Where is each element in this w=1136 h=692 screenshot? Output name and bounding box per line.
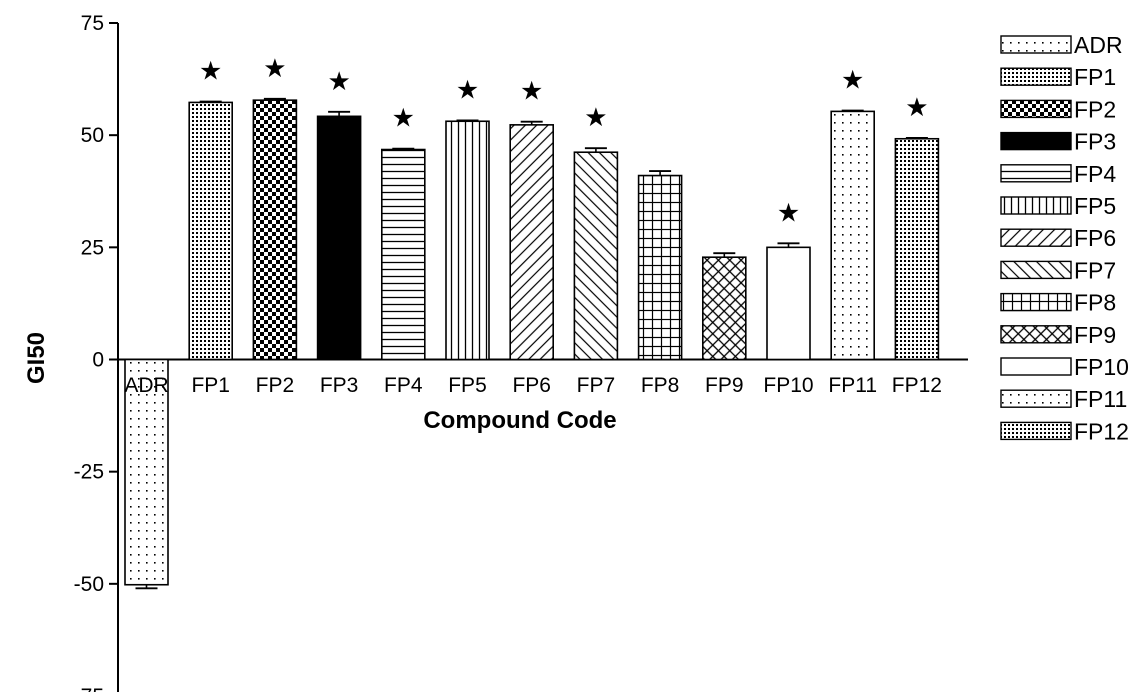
x-tick-label-fp10: FP10	[763, 374, 813, 397]
bar-fp7	[573, 151, 619, 361]
legend-label-fp2: FP2	[1074, 96, 1116, 122]
significance-star: ★	[199, 56, 222, 86]
bar-fp1	[188, 101, 233, 361]
legend-label-fp10: FP10	[1074, 354, 1129, 380]
legend: ADR FP1 FP2 FP3 FP4 FP5 FP6 FP7 FP8 FP9 FP10 FP11 FP…	[1000, 32, 1129, 444]
x-tick-label-fp9: FP9	[705, 374, 744, 397]
bar-fp6	[509, 124, 555, 361]
legend-swatch-fp11	[1000, 389, 1072, 408]
bars: ★ ★ ★ ★ ★ ★ ★ ★ ★ ★	[124, 53, 940, 590]
significance-star: ★	[392, 103, 415, 133]
x-tick-label-fp4: FP4	[384, 374, 423, 397]
legend-swatch-fp6	[1000, 228, 1072, 247]
bar-fp9	[701, 256, 747, 361]
significance-star: ★	[263, 53, 286, 83]
bar-fp4	[380, 148, 426, 361]
bar-fp3	[316, 115, 362, 361]
y-tick-label: 0	[92, 349, 104, 372]
bar-fp8	[637, 174, 683, 361]
bar-adr	[124, 358, 169, 586]
legend-swatch-fp8	[1000, 292, 1072, 312]
legend-label-fp1: FP1	[1074, 64, 1116, 90]
legend-label-fp8: FP8	[1074, 290, 1116, 316]
y-tick-label: 25	[81, 236, 104, 259]
legend-label-fp4: FP4	[1074, 161, 1116, 187]
plot-area: 75 50 25 0 -25 -50 -75 ★ ★ ★ ★ ★ ★ ★ ★ ★ ★ ADR FP1 FP2 FP3…	[74, 12, 968, 692]
significance-star: ★	[841, 64, 864, 94]
x-tick-label-fp11: FP11	[828, 374, 877, 397]
x-tick-labels: ADR FP1 FP2 FP3 FP4 FP5 FP6 FP7 FP8 FP9 FP10 FP11 FP…	[124, 374, 942, 397]
significance-star: ★	[584, 102, 607, 132]
legend-label-fp7: FP7	[1074, 257, 1116, 283]
legend-swatch-fp9	[1000, 325, 1072, 344]
significance-star: ★	[456, 74, 479, 104]
significance-star: ★	[905, 92, 928, 122]
x-tick-label-fp3: FP3	[320, 374, 359, 397]
legend-label-fp5: FP5	[1074, 193, 1116, 219]
legend-swatch-fp12	[1000, 421, 1072, 441]
legend-label-fp12: FP12	[1074, 418, 1129, 444]
x-tick-label-fp5: FP5	[448, 374, 487, 397]
legend-label-fp6: FP6	[1074, 225, 1116, 251]
x-tick-label-fp12: FP12	[892, 374, 942, 397]
x-axis-title: Compound Code	[423, 407, 616, 434]
bar-fp5	[445, 120, 490, 361]
bar-fp2	[252, 99, 298, 361]
legend-swatch-adr	[1000, 35, 1072, 54]
bar-fp11	[830, 110, 876, 361]
x-tick-label-fp8: FP8	[641, 374, 680, 397]
legend-swatch-fp5	[1000, 196, 1072, 215]
bar-fp12	[894, 137, 940, 361]
significance-star: ★	[520, 76, 543, 106]
legend-swatch-fp10	[1000, 357, 1072, 376]
x-tick-label-adr: ADR	[124, 374, 168, 397]
x-tick-label-fp6: FP6	[512, 374, 551, 397]
legend-swatch-fp3	[1000, 131, 1072, 151]
x-tick-label-fp1: FP1	[191, 374, 230, 397]
y-tick-label: 75	[81, 12, 104, 35]
legend-swatch-fp7	[1000, 260, 1072, 280]
y-ticks: 75 50 25 0 -25 -50 -75	[74, 12, 118, 692]
x-tick-label-fp2: FP2	[256, 374, 295, 397]
y-tick-label: -75	[74, 685, 104, 692]
y-tick-label: 50	[81, 124, 104, 147]
y-axis-title: GI50	[23, 332, 50, 384]
significance-star: ★	[327, 66, 350, 96]
x-tick-label-fp7: FP7	[577, 374, 616, 397]
legend-swatch-fp1	[1000, 67, 1072, 86]
legend-label-adr: ADR	[1074, 32, 1123, 58]
y-tick-label: -25	[74, 461, 104, 484]
significance-star: ★	[777, 197, 800, 227]
legend-swatch-fp2	[1000, 99, 1072, 119]
legend-swatch-fp4	[1000, 164, 1072, 183]
bar-fp10	[766, 246, 811, 361]
legend-label-fp9: FP9	[1074, 322, 1116, 348]
y-tick-label: -50	[74, 573, 104, 596]
legend-label-fp3: FP3	[1074, 129, 1116, 155]
legend-label-fp11: FP11	[1074, 386, 1127, 412]
